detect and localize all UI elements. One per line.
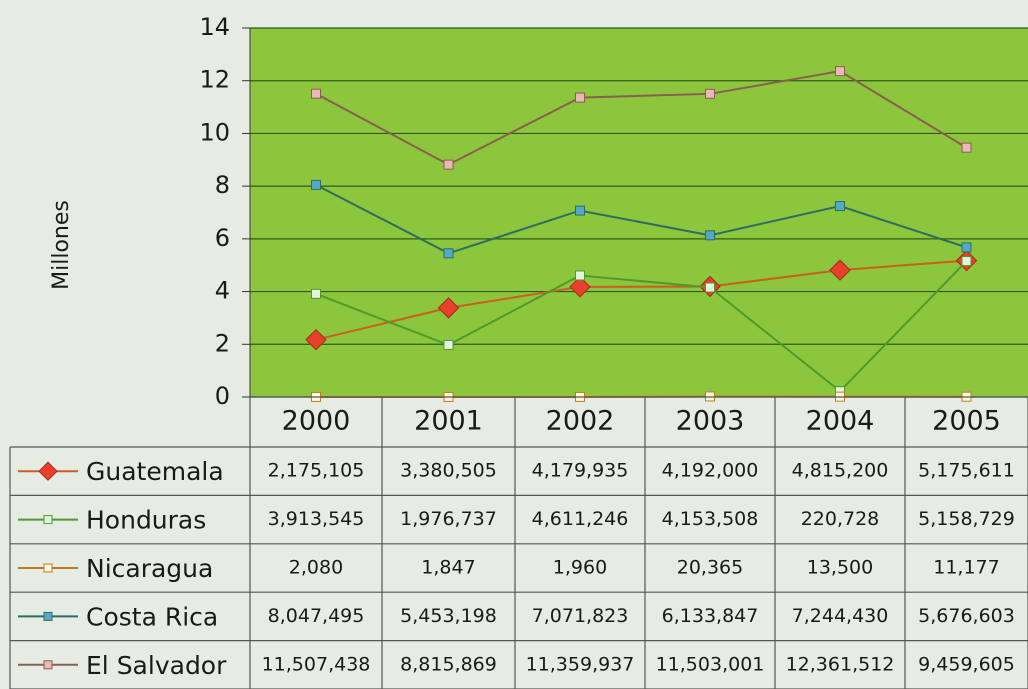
marker	[575, 270, 585, 281]
legend-marker	[43, 515, 53, 525]
marker	[311, 288, 321, 299]
series-line	[315, 260, 968, 393]
table-cell: 2,080	[289, 557, 343, 579]
legend-label: Costa Rica	[86, 602, 218, 631]
table-cell: 20,365	[677, 557, 743, 579]
marker	[443, 248, 454, 259]
marker	[575, 205, 585, 216]
y-tick-label: 12	[199, 66, 230, 94]
marker	[705, 282, 715, 293]
table-cell: 4,815,200	[792, 460, 889, 482]
marker	[961, 256, 972, 267]
legend-label: Guatemala	[86, 457, 224, 486]
legend-marker	[43, 660, 53, 670]
marker	[311, 88, 321, 99]
x-tick-label: 2003	[676, 406, 745, 437]
table-cell: 13,500	[807, 557, 873, 579]
table-cell: 7,071,823	[532, 605, 629, 627]
x-tick-label: 2004	[806, 406, 875, 437]
legend-marker	[43, 611, 53, 621]
table-cell: 1,847	[421, 557, 475, 579]
legend-label: Nicaragua	[86, 554, 213, 583]
table-cell: 8,047,495	[268, 605, 365, 627]
table-cell: 3,380,505	[400, 460, 497, 482]
marker	[305, 328, 327, 351]
y-tick-label: 6	[215, 224, 230, 252]
x-tick-label: 2001	[414, 406, 483, 437]
legend-label: El Salvador	[86, 651, 227, 680]
table-cell: 4,192,000	[662, 460, 759, 482]
y-tick-label: 8	[215, 171, 230, 199]
table-cell: 5,676,603	[918, 605, 1015, 627]
marker	[961, 142, 972, 153]
x-tick-label: 2002	[546, 406, 615, 437]
table-cell: 11,177	[933, 557, 999, 579]
table-cell: 9,459,605	[918, 653, 1015, 675]
legend-marker	[43, 563, 53, 573]
marker	[443, 339, 454, 350]
x-tick-label: 2005	[932, 406, 1001, 437]
series-line	[315, 184, 967, 255]
marker	[575, 92, 585, 103]
table-cell: 8,815,869	[400, 653, 497, 675]
marker	[835, 66, 845, 77]
plot-area	[250, 28, 1028, 397]
table-cell: 12,361,512	[786, 653, 895, 675]
table-cell: 2,175,105	[268, 460, 365, 482]
marker	[835, 201, 845, 212]
marker	[961, 242, 972, 253]
table-cell: 6,133,847	[662, 605, 759, 627]
table-cell: 4,153,508	[662, 508, 759, 530]
marker	[829, 259, 851, 281]
y-tick-label: 0	[215, 382, 230, 410]
table-cell: 1,960	[553, 557, 607, 579]
marker	[705, 230, 715, 241]
series-line	[315, 70, 968, 166]
table-cell: 5,453,198	[400, 605, 497, 627]
table-cell: 1,976,737	[400, 508, 497, 530]
marker	[443, 159, 454, 170]
x-tick-label: 2000	[282, 406, 351, 437]
table-cell: 5,175,611	[918, 460, 1015, 482]
y-tick-label: 10	[199, 118, 230, 146]
table-cell: 220,728	[801, 508, 880, 530]
legend-marker	[38, 461, 58, 481]
legend-label: Honduras	[86, 506, 206, 535]
table-cell: 5,158,729	[918, 508, 1015, 530]
table-cell: 11,359,937	[526, 653, 635, 675]
table-cell: 3,913,545	[268, 508, 365, 530]
y-tick-label: 4	[215, 277, 230, 305]
table-cell: 7,244,430	[792, 605, 889, 627]
marker	[311, 179, 321, 190]
marker	[705, 88, 715, 99]
y-tick-label: 2	[215, 329, 230, 357]
series-line	[315, 259, 967, 341]
table-cell: 11,507,438	[262, 653, 371, 675]
y-axis-label: Millones	[49, 200, 74, 290]
y-tick-label: 14	[199, 13, 230, 41]
table-cell: 4,611,246	[532, 508, 629, 530]
marker	[437, 297, 460, 319]
marker	[569, 276, 591, 298]
table-cell: 11,503,001	[656, 653, 765, 675]
table-cell: 4,179,935	[532, 460, 629, 482]
